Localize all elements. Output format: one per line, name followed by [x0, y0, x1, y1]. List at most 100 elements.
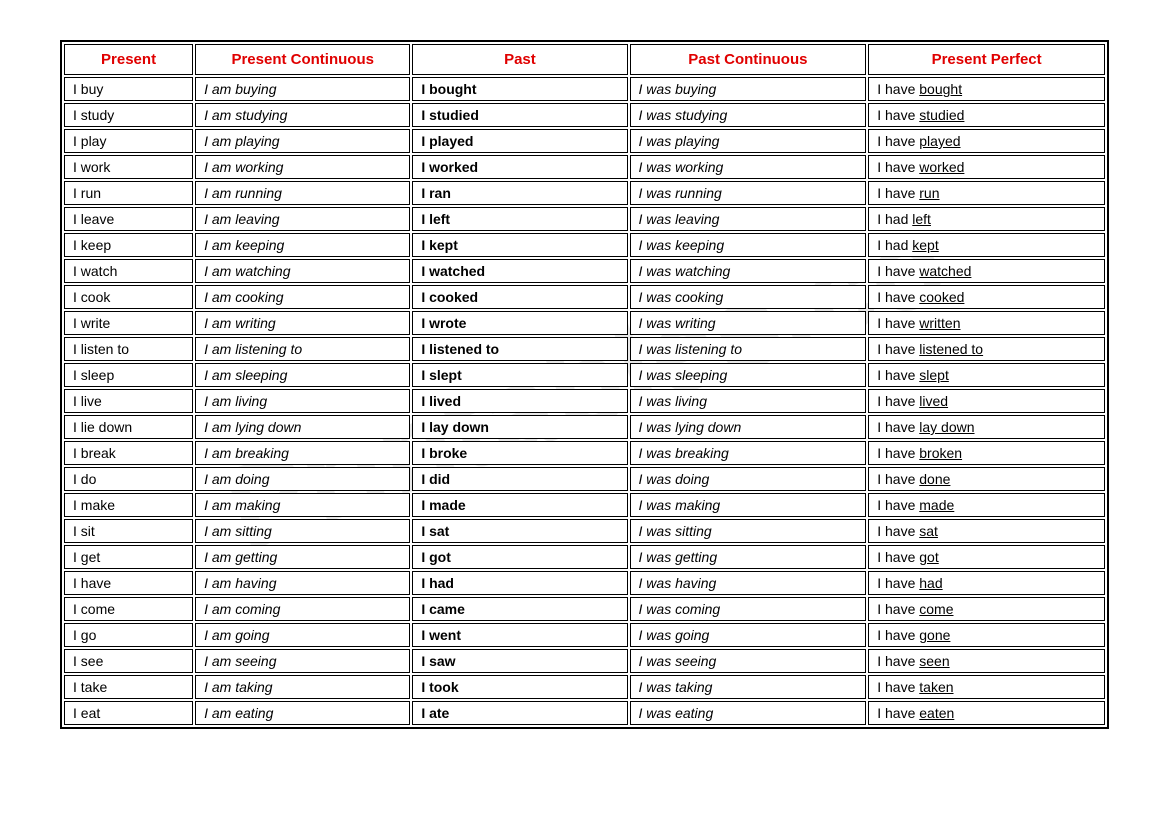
table-row: I keepI am keepingI keptI was keepingI h…: [64, 233, 1105, 257]
cell-present: I listen to: [64, 337, 193, 361]
cell-past-continuous: I was making: [630, 493, 867, 517]
perfect-verb: lived: [919, 393, 948, 409]
perfect-verb: run: [919, 185, 939, 201]
cell-past-continuous: I was watching: [630, 259, 867, 283]
perfect-prefix: I have: [877, 81, 919, 97]
cell-past: I did: [412, 467, 627, 491]
cell-present-perfect: I have bought: [868, 77, 1105, 101]
perfect-verb: come: [919, 601, 953, 617]
cell-present-perfect: I have studied: [868, 103, 1105, 127]
perfect-prefix: I have: [877, 133, 919, 149]
cell-past: I left: [412, 207, 627, 231]
cell-past: I lived: [412, 389, 627, 413]
perfect-prefix: I have: [877, 185, 919, 201]
cell-present-continuous: I am sleeping: [195, 363, 410, 387]
cell-present: I run: [64, 181, 193, 205]
cell-past: I took: [412, 675, 627, 699]
perfect-prefix: I have: [877, 393, 919, 409]
cell-past: I made: [412, 493, 627, 517]
cell-present: I write: [64, 311, 193, 335]
perfect-prefix: I have: [877, 289, 919, 305]
cell-past-continuous: I was sitting: [630, 519, 867, 543]
cell-present-perfect: I have watched: [868, 259, 1105, 283]
cell-past-continuous: I was going: [630, 623, 867, 647]
table-row: I writeI am writingI wroteI was writingI…: [64, 311, 1105, 335]
perfect-prefix: I have: [877, 367, 919, 383]
table-row: I sitI am sittingI satI was sittingI hav…: [64, 519, 1105, 543]
cell-present-perfect: I have worked: [868, 155, 1105, 179]
table-row: I eatI am eatingI ateI was eatingI have …: [64, 701, 1105, 725]
cell-present: I lie down: [64, 415, 193, 439]
cell-present: I cook: [64, 285, 193, 309]
cell-present: I leave: [64, 207, 193, 231]
table-row: I listen toI am listening toI listened t…: [64, 337, 1105, 361]
cell-present-continuous: I am keeping: [195, 233, 410, 257]
cell-past: I ate: [412, 701, 627, 725]
table-header-row: Present Present Continuous Past Past Con…: [64, 44, 1105, 75]
cell-past: I got: [412, 545, 627, 569]
perfect-verb: sat: [919, 523, 938, 539]
cell-past: I wrote: [412, 311, 627, 335]
cell-present: I go: [64, 623, 193, 647]
cell-past: I broke: [412, 441, 627, 465]
cell-past: I watched: [412, 259, 627, 283]
cell-present-continuous: I am watching: [195, 259, 410, 283]
cell-present-perfect: I had kept: [868, 233, 1105, 257]
perfect-prefix: I have: [877, 445, 919, 461]
perfect-verb: eaten: [919, 705, 954, 721]
cell-past-continuous: I was eating: [630, 701, 867, 725]
cell-present-continuous: I am working: [195, 155, 410, 179]
cell-present-continuous: I am living: [195, 389, 410, 413]
cell-present-continuous: I am making: [195, 493, 410, 517]
table-row: I doI am doingI didI was doingI have don…: [64, 467, 1105, 491]
cell-present-continuous: I am cooking: [195, 285, 410, 309]
cell-present-perfect: I have slept: [868, 363, 1105, 387]
perfect-verb: made: [919, 497, 954, 513]
perfect-verb: seen: [919, 653, 949, 669]
cell-present: I see: [64, 649, 193, 673]
cell-past: I saw: [412, 649, 627, 673]
cell-past-continuous: I was getting: [630, 545, 867, 569]
cell-past-continuous: I was sleeping: [630, 363, 867, 387]
table-row: I seeI am seeingI sawI was seeingI have …: [64, 649, 1105, 673]
perfect-verb: taken: [919, 679, 953, 695]
cell-past: I ran: [412, 181, 627, 205]
perfect-prefix: I have: [877, 263, 919, 279]
perfect-verb: lay down: [919, 419, 974, 435]
header-present-perfect: Present Perfect: [868, 44, 1105, 75]
perfect-verb: kept: [912, 237, 938, 253]
cell-present-continuous: I am leaving: [195, 207, 410, 231]
cell-past-continuous: I was cooking: [630, 285, 867, 309]
perfect-prefix: I had: [877, 211, 912, 227]
perfect-prefix: I had: [877, 237, 912, 253]
table-row: I watchI am watchingI watchedI was watch…: [64, 259, 1105, 283]
cell-past: I cooked: [412, 285, 627, 309]
cell-present-perfect: I have done: [868, 467, 1105, 491]
cell-present-continuous: I am sitting: [195, 519, 410, 543]
cell-present-continuous: I am going: [195, 623, 410, 647]
cell-past-continuous: I was lying down: [630, 415, 867, 439]
cell-past-continuous: I was studying: [630, 103, 867, 127]
cell-present: I come: [64, 597, 193, 621]
cell-present-continuous: I am getting: [195, 545, 410, 569]
perfect-prefix: I have: [877, 497, 919, 513]
cell-present-perfect: I have had: [868, 571, 1105, 595]
perfect-verb: gone: [919, 627, 950, 643]
cell-present-continuous: I am buying: [195, 77, 410, 101]
cell-present-perfect: I have taken: [868, 675, 1105, 699]
perfect-verb: studied: [919, 107, 964, 123]
perfect-verb: slept: [919, 367, 949, 383]
cell-present-continuous: I am eating: [195, 701, 410, 725]
cell-present-continuous: I am doing: [195, 467, 410, 491]
cell-present: I make: [64, 493, 193, 517]
cell-present: I eat: [64, 701, 193, 725]
table-row: I cookI am cookingI cookedI was cooking I…: [64, 285, 1105, 309]
cell-present-perfect: I have broken: [868, 441, 1105, 465]
perfect-verb: broken: [919, 445, 962, 461]
header-present-continuous: Present Continuous: [195, 44, 410, 75]
cell-past-continuous: I was writing: [630, 311, 867, 335]
cell-present: I study: [64, 103, 193, 127]
perfect-prefix: I have: [877, 653, 919, 669]
cell-past-continuous: I was coming: [630, 597, 867, 621]
table-row: I takeI am takingI tookI was takingI hav…: [64, 675, 1105, 699]
